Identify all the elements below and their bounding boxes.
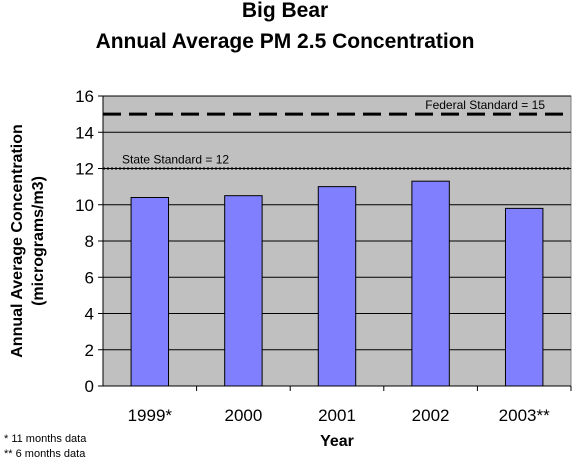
x-category-label: 2002	[412, 406, 450, 425]
y-tick-label: 12	[75, 160, 94, 179]
footnote-1: * 11 months data	[4, 433, 87, 445]
bar	[317, 186, 357, 387]
bar	[224, 195, 263, 387]
x-category-label: 2001	[318, 406, 356, 425]
y-tick-label: 14	[75, 123, 94, 142]
y-axis-title-line1: Annual Average Concentration	[9, 124, 26, 358]
x-axis-title: Year	[320, 433, 354, 450]
y-axis-title-line2: (micrograms/m3)	[30, 176, 47, 306]
y-tick-label: 8	[85, 232, 94, 251]
state-standard-label: State Standard = 12	[122, 153, 229, 167]
federal-standard-label: Federal Standard = 15	[425, 98, 545, 112]
y-tick-label: 2	[85, 341, 94, 360]
x-category-label: 2003**	[499, 406, 550, 425]
reference-lines: Federal Standard = 15 State Standard = 12	[103, 98, 571, 170]
y-axis-ticks: 0 2 4 6 8 10 12 14 16	[75, 87, 103, 396]
x-category-label: 2000	[224, 406, 262, 425]
y-tick-label: 0	[85, 377, 94, 396]
bar	[504, 207, 544, 387]
y-tick-label: 16	[75, 87, 94, 106]
x-axis-categories: 1999* 2000 2001 2002 2003**	[128, 386, 572, 425]
chart-title: Big Bear	[242, 0, 328, 22]
bar	[411, 180, 450, 387]
bar	[130, 197, 170, 387]
y-tick-label: 6	[85, 268, 94, 287]
y-tick-label: 10	[75, 196, 94, 215]
x-category-label: 1999*	[128, 406, 173, 425]
bars	[130, 180, 544, 387]
y-tick-label: 4	[85, 305, 94, 324]
footnote-2: ** 6 months data	[4, 448, 86, 460]
chart-subtitle: Annual Average PM 2.5 Concentration	[96, 30, 475, 53]
